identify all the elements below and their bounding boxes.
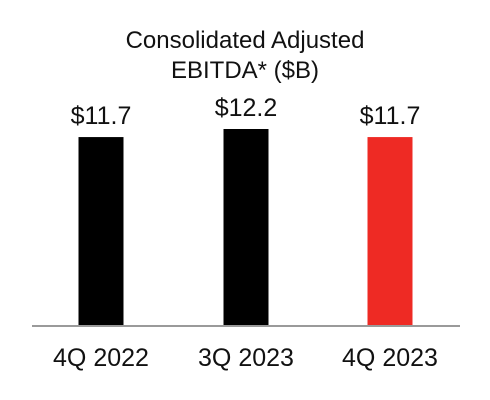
value-label: $11.7	[71, 102, 132, 130]
x-tick-label: 4Q 2023	[342, 344, 438, 372]
chart-title-line-1: Consolidated Adjusted	[125, 27, 365, 54]
bar-3q-2023	[223, 129, 269, 326]
x-tick-label: 3Q 2023	[198, 344, 294, 372]
x-tick-label: 4Q 2022	[53, 344, 149, 372]
bar-4q-2022	[78, 137, 124, 326]
value-label: $12.2	[215, 94, 278, 122]
chart-title: Consolidated Adjusted EBITDA* ($B)	[0, 26, 490, 86]
chart-title-line-2: EBITDA* ($B)	[170, 57, 320, 84]
value-label: $11.7	[360, 102, 421, 130]
bar-4q-2023	[367, 137, 413, 326]
